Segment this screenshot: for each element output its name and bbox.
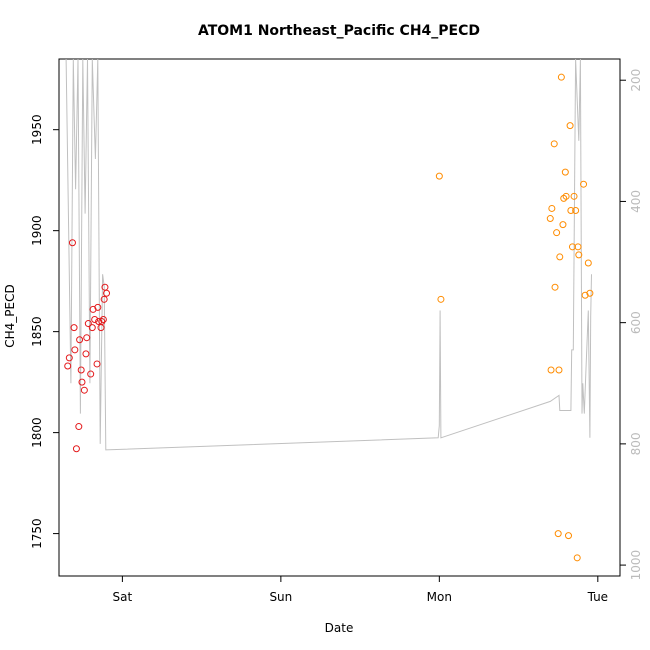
data-point [551,283,559,291]
data-point [575,251,583,259]
data-point [70,324,78,332]
data-point [97,324,105,332]
data-point [103,289,111,297]
right-tick-label: 400 [629,190,643,213]
data-point [94,303,102,311]
right-tick-label: 200 [629,69,643,92]
data-point [83,334,91,342]
data-point [68,239,76,247]
x-tick-label: Sat [113,590,133,604]
data-point [75,423,83,431]
x-axis-label: Date [325,621,354,635]
data-point [77,366,85,374]
data-point [580,180,588,188]
y-tick-label: 1750 [30,518,44,549]
data-point [556,253,564,261]
data-point [570,192,578,200]
data-point [88,324,96,332]
data-point [559,221,567,229]
data-point [437,295,445,303]
data-point [562,192,570,200]
data-point [572,206,580,214]
data-point [561,168,569,176]
right-tick-label: 600 [629,311,643,334]
y-tick-label: 1950 [30,114,44,145]
data-point [64,362,72,370]
data-point [553,229,561,237]
data-point [555,366,563,374]
data-point [82,350,90,358]
y-axis-label: CH4_PECD [3,284,17,347]
right-tick-label: 800 [629,432,643,455]
y-axis: 1750 1800 1850 1900 1950 [30,114,59,549]
data-point [99,316,107,324]
data-point [550,140,558,148]
data-point [547,366,555,374]
data-point [548,204,556,212]
data-point [84,320,92,328]
data-point [93,360,101,368]
data-point [566,122,574,130]
chart-title: ATOM1 Northeast_Pacific CH4_PECD [198,23,480,39]
y-tick-label: 1800 [30,417,44,448]
data-point [91,316,99,324]
data-point [567,206,575,214]
data-point [546,215,554,223]
data-point [586,289,594,297]
data-point [76,336,84,344]
points [64,73,594,562]
data-point [557,73,565,81]
data-point [72,445,80,453]
plot-frame [58,58,621,577]
data-point [71,346,79,354]
data-point [80,386,88,394]
data-point [584,259,592,267]
data-point [78,378,86,386]
right-tick-label: 1000 [629,550,643,581]
data-point [574,243,582,251]
y-tick-label: 1900 [30,215,44,246]
data-point [560,194,568,202]
x-axis: Sat Sun Mon Tue [113,576,609,604]
data-point [573,554,581,562]
series-line [65,58,592,451]
line-series [65,58,592,451]
data-point [98,318,106,326]
data-point [564,532,572,540]
data-point [435,172,443,180]
right-axis: 200 400 600 800 1000 [620,69,643,581]
data-point [100,295,108,303]
x-tick-label: Tue [587,590,609,604]
x-tick-label: Sun [269,590,292,604]
data-point [87,370,95,378]
x-tick-label: Mon [427,590,452,604]
y-tick-label: 1850 [30,316,44,347]
data-point [554,530,562,538]
data-point [65,354,73,362]
